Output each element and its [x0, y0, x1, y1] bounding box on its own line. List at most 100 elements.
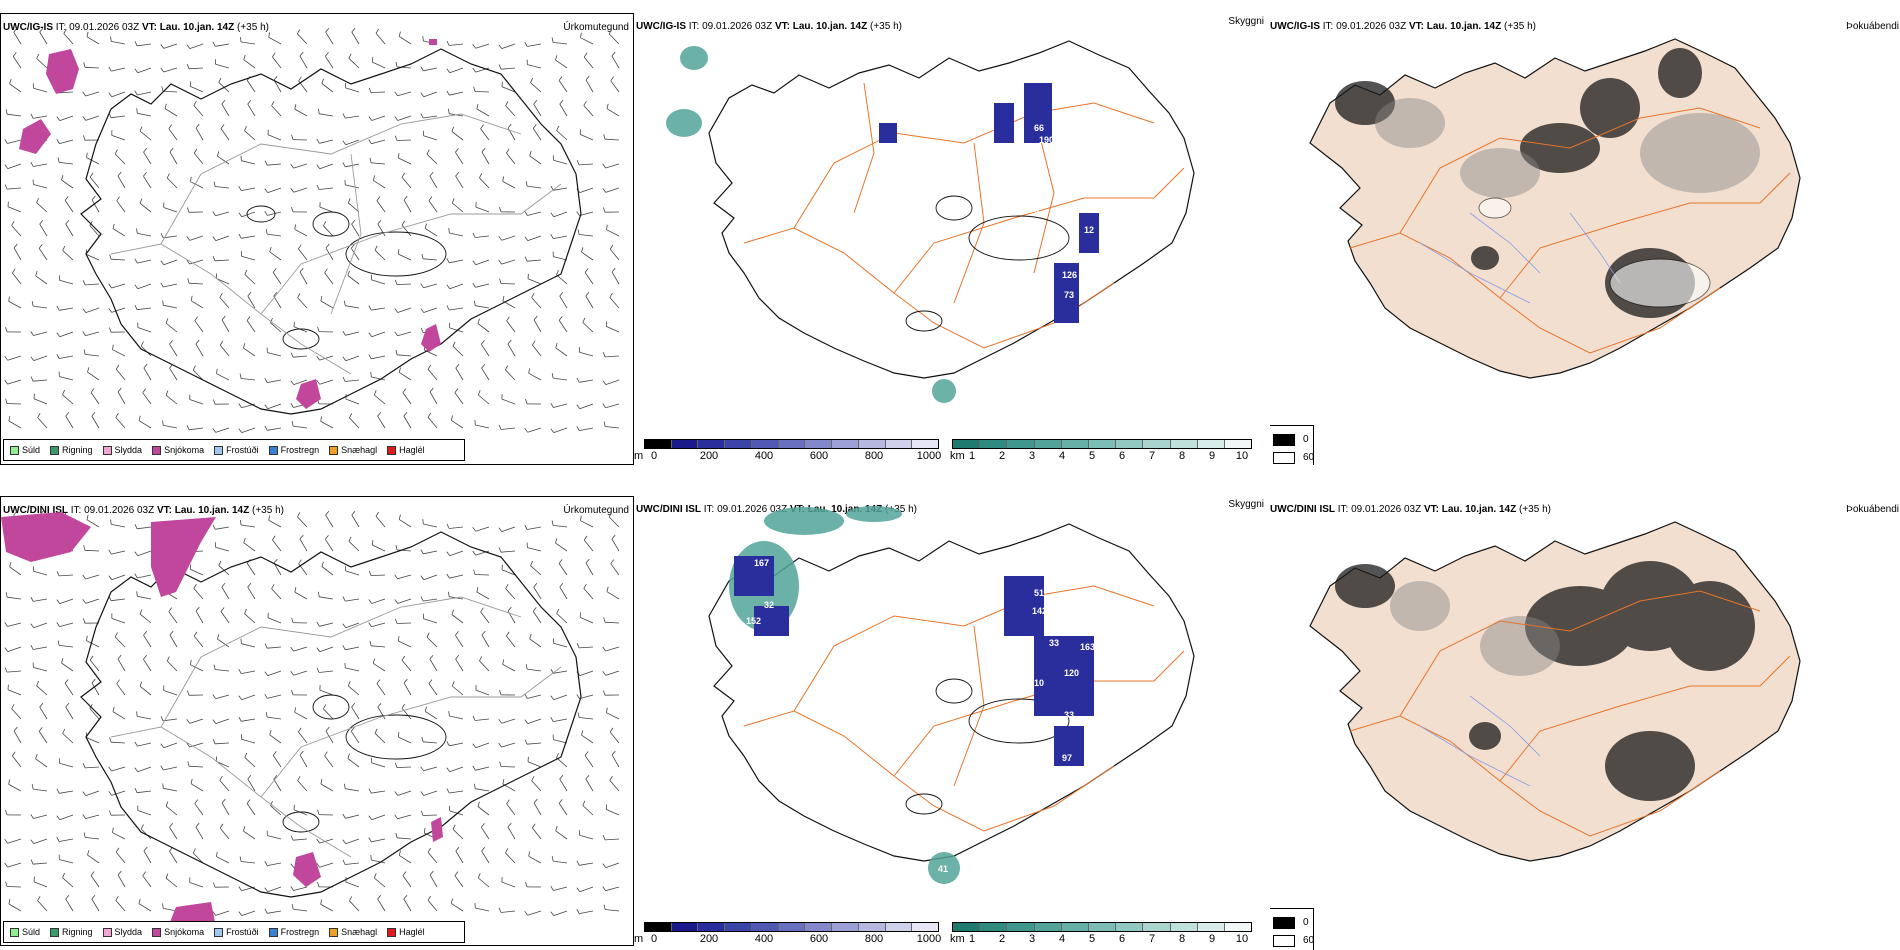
legend-item-6: Snæhagl — [329, 927, 377, 937]
ceiling-label: 126 — [1062, 270, 1077, 280]
panel-title: Úrkomutegund — [563, 22, 629, 33]
colorbar-cell — [778, 923, 806, 931]
fog-scale-legend: 0 60 — [1270, 425, 1314, 465]
fog-swatch-60 — [1273, 935, 1295, 947]
colorbar-tick: 8 — [1178, 450, 1186, 462]
colorbar-cell — [1007, 923, 1035, 931]
ceiling-label: 51 — [1034, 588, 1044, 598]
colorbar-cell — [1170, 923, 1198, 931]
colorbar-cell — [1007, 440, 1035, 448]
fog-label-60: 60 — [1303, 452, 1315, 463]
colorbar-tick: 6 — [1118, 933, 1126, 945]
legend-item-3: Snjókoma — [152, 927, 204, 937]
low-ceiling-areas — [734, 556, 1094, 766]
colorbar-cell — [980, 440, 1008, 448]
fog-indicator-panel-bottom: UWC/DINI ISL IT: 09.01.2026 03Z VT: Lau.… — [1270, 496, 1900, 950]
init-time: IT: 09.01.2026 03Z — [703, 504, 788, 515]
colorbar-cell — [698, 923, 726, 931]
model-name: UWC/DINI ISL — [3, 505, 68, 516]
legend-item-3: Snjókoma — [152, 445, 204, 455]
lead-time: (+35 h) — [1519, 504, 1551, 515]
colorbar-tick: 6 — [1118, 450, 1126, 462]
colorbar-tick: 800 — [864, 933, 884, 945]
legend-label: Snjókoma — [164, 445, 205, 455]
legend-item-5: Frostregn — [268, 927, 319, 937]
colorbar-cell — [1143, 440, 1171, 448]
init-time: IT: 09.01.2026 03Z — [1337, 504, 1422, 515]
valid-time: Lau. 10.jan. 14Z — [1441, 504, 1517, 515]
legend-label: Snæhagl — [341, 927, 378, 937]
panel-header: UWC/IG-IS IT: 09.01.2026 03Z VT: Lau. 10… — [1270, 21, 1536, 33]
legend-item-5: Frostregn — [268, 445, 320, 455]
fog-swatch-0 — [1273, 917, 1295, 929]
valid-time: Lau. 10.jan. 14Z — [807, 504, 883, 515]
colorbar-tick: 9 — [1208, 933, 1216, 945]
iceland-coastline — [708, 40, 1195, 379]
legend-label: Rigning — [62, 927, 93, 937]
lead-time: (+35 h) — [1504, 21, 1536, 32]
legend-item-6: Snæhagl — [329, 445, 377, 455]
colorbar-cell — [832, 440, 859, 448]
precip-map — [1, 510, 620, 942]
colorbar-tick: 1 — [968, 933, 976, 945]
colorbar-cell — [805, 440, 833, 448]
legend-swatch — [329, 445, 339, 455]
colorbar-tick: 3 — [1028, 933, 1036, 945]
ceiling-colorbar: m 0 200 400 600 800 1000 — [634, 439, 944, 465]
glacier-outlines — [905, 678, 1070, 815]
panel-title: Úrkomutegund — [563, 505, 629, 516]
colorbar-tick: 9 — [1208, 450, 1216, 462]
fog-swatch-60 — [1273, 452, 1295, 464]
fog-label-60: 60 — [1303, 935, 1315, 946]
iceland-coastline — [80, 48, 582, 415]
legend-item-2: Slydda — [102, 927, 142, 937]
colorbar-cell — [645, 440, 672, 448]
visibility-unit: km — [950, 933, 965, 945]
init-time: IT: 09.01.2026 03Z — [55, 22, 140, 33]
panel-title: Skyggni — [1228, 16, 1264, 27]
colorbar-tick: 0 — [650, 933, 658, 945]
wind-barbs — [4, 27, 620, 433]
colorbar-tick: 2 — [998, 450, 1006, 462]
lead-time: (+35 h) — [870, 21, 902, 32]
snow-areas — [19, 39, 441, 409]
fog-grey-areas — [1390, 581, 1560, 676]
colorbar-cell — [1143, 923, 1171, 931]
colorbar-cell — [1061, 440, 1089, 448]
legend-label: Súld — [22, 927, 41, 937]
colorbar-cell — [885, 440, 913, 448]
panel-header: UWC/DINI ISL IT: 09.01.2026 03Z VT: Lau.… — [3, 505, 284, 517]
panel-title: Þokuábendi — [1846, 504, 1899, 515]
colorbar-tick: 2 — [998, 933, 1006, 945]
glacier-outlines — [246, 205, 447, 350]
colorbar-tick: 5 — [1088, 450, 1096, 462]
fog-swatch-0 — [1273, 434, 1295, 446]
colorbar-cell — [778, 440, 806, 448]
legend-swatch — [10, 927, 19, 937]
ceiling-label: 66 — [1034, 123, 1044, 133]
colorbar-tick: 3 — [1028, 450, 1036, 462]
rivers — [1419, 695, 1541, 787]
colorbar-tick: 1000 — [916, 933, 942, 945]
panel-title: Skyggni — [1228, 499, 1264, 510]
legend-item-0: Súld — [10, 927, 40, 937]
colorbar-tick: 600 — [809, 933, 829, 945]
panel-header: UWC/IG-IS IT: 09.01.2026 03Z VT: Lau. 10… — [636, 21, 902, 33]
legend-swatch — [152, 927, 162, 937]
legend-item-1: Rigning — [50, 445, 93, 455]
colorbar-cell — [980, 923, 1008, 931]
model-name: UWC/IG-IS — [636, 21, 686, 32]
fog-indicator-panel-top: UWC/IG-IS IT: 09.01.2026 03Z VT: Lau. 10… — [1270, 13, 1900, 465]
legend-label: Frostregn — [280, 445, 320, 455]
ceiling-label: 36 — [1074, 628, 1084, 638]
visibility-unit: km — [950, 450, 965, 462]
road-network — [1349, 590, 1791, 837]
legend-swatch — [268, 927, 278, 937]
valid-time-label: VT: — [141, 22, 157, 33]
ceiling-label: 73 — [1064, 290, 1074, 300]
ceiling-label: 97 — [1062, 753, 1072, 763]
valid-time-label: VT: — [1408, 21, 1424, 32]
ceiling-label: 152 — [746, 616, 761, 626]
ceiling-unit: m — [634, 450, 644, 462]
iceland-coastline — [708, 523, 1195, 862]
